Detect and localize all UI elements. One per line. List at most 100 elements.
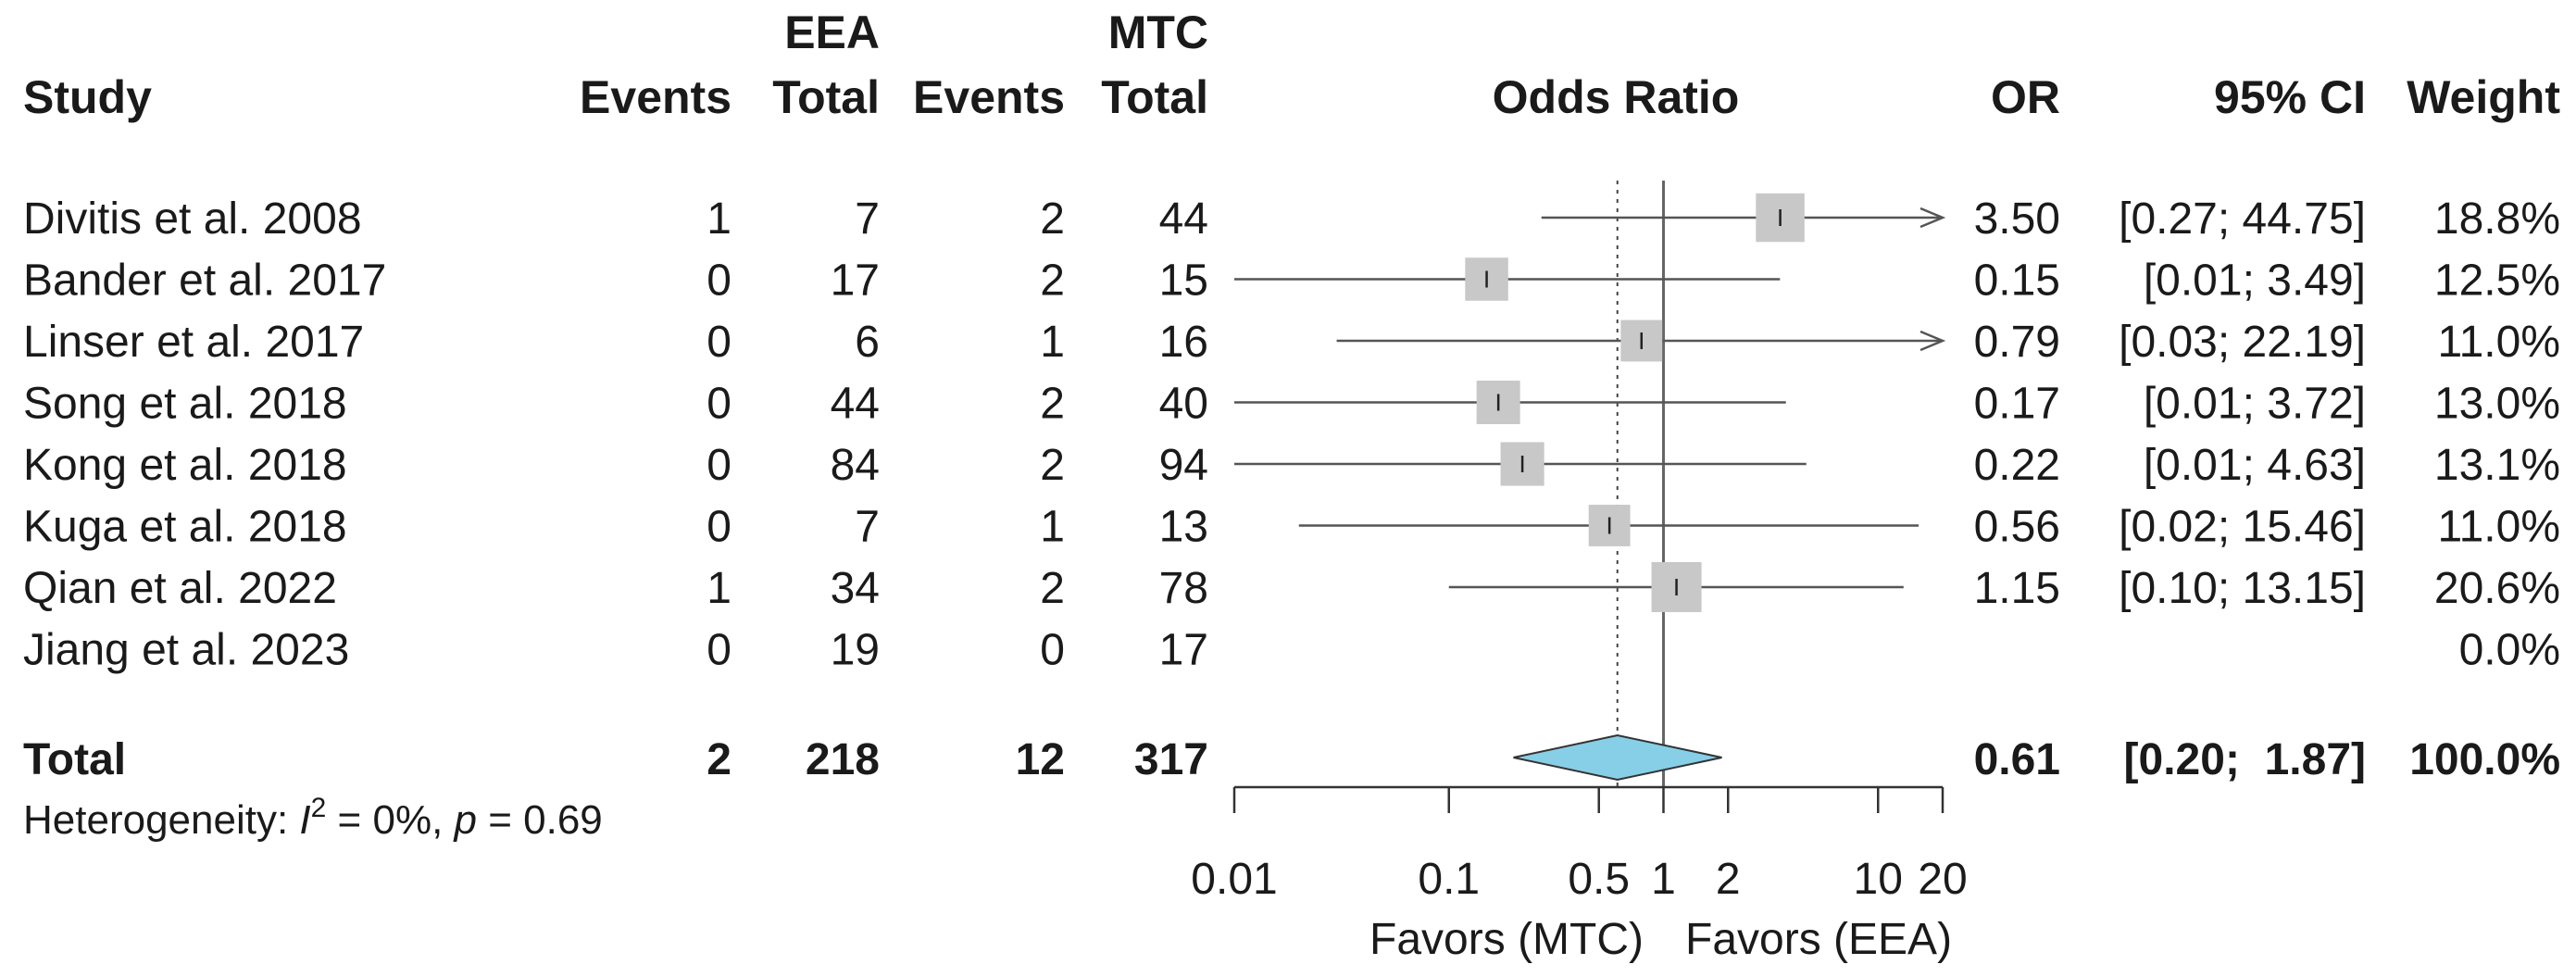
x-tick-label: 1 <box>1651 855 1676 904</box>
or-value: 3.50 <box>1974 194 2060 244</box>
mtc-events: 0 <box>1040 626 1065 675</box>
eea-total: 84 <box>831 441 880 490</box>
eea-events: 0 <box>707 441 732 490</box>
total-label: Total <box>23 735 126 784</box>
mtc-total: 16 <box>1159 318 1208 367</box>
study-name: Linser et al. 2017 <box>23 318 364 367</box>
eea-total: 6 <box>855 318 880 367</box>
x-tick-label: 0.01 <box>1191 855 1277 904</box>
x-tick-label: 2 <box>1716 855 1741 904</box>
heterogeneity-prefix: Heterogeneity: <box>23 797 299 843</box>
eea-events: 0 <box>707 257 732 306</box>
eea-total: 17 <box>831 257 880 306</box>
eea-events-header: Events <box>580 71 732 123</box>
table-row: Linser et al. 2017 0 6 1 16 0.79 [0.03; 22.19]… <box>23 318 2560 367</box>
favors-eea-label: Favors (EEA) <box>1685 915 1952 964</box>
study-name: Song et al. 2018 <box>23 380 347 429</box>
table-row: Jiang et al. 2023 0 19 0 17 0.0% <box>23 626 2560 675</box>
plot-area: 0.01 0.1 0.5 1 2 10 20 <box>1191 181 1968 904</box>
x-tick-label: 20 <box>1918 855 1967 904</box>
total-weight: 100.0% <box>2409 735 2560 784</box>
table-row: Song et al. 2018 0 44 2 40 0.17 [0.01; 3.72] 13… <box>23 380 2560 429</box>
total-eea-events: 2 <box>707 735 732 784</box>
mtc-total: 40 <box>1159 380 1208 429</box>
total-or: 0.61 <box>1974 735 2060 784</box>
study-name: Kuga et al. 2018 <box>23 503 347 552</box>
pooled-diamond <box>1513 733 1722 782</box>
eea-total-header: Total <box>772 71 880 123</box>
or-value: 1.15 <box>1974 564 2060 613</box>
eea-group-header: EEA <box>784 6 880 58</box>
mtc-total-header: Total <box>1101 71 1208 123</box>
weight-value: 13.1% <box>2434 441 2560 490</box>
eea-events: 0 <box>707 380 732 429</box>
mtc-total: 13 <box>1159 503 1208 552</box>
x-tick-label: 0.1 <box>1418 855 1480 904</box>
mtc-events: 2 <box>1040 564 1065 613</box>
mtc-total: 78 <box>1159 564 1208 613</box>
eea-total: 7 <box>855 503 880 552</box>
study-name: Qian et al. 2022 <box>23 564 337 613</box>
mtc-events-header: Events <box>913 71 1065 123</box>
table-row: Kuga et al. 2018 0 7 1 13 0.56 [0.02; 15.46] 11… <box>23 503 2560 552</box>
total-mtc-total: 317 <box>1134 735 1208 784</box>
mtc-events: 1 <box>1040 318 1065 367</box>
mtc-total: 44 <box>1159 194 1208 244</box>
table-row: Qian et al. 2022 1 34 2 78 1.15 [0.10; 13.15] 2… <box>23 564 2560 613</box>
ci-value: [0.01; 3.49] <box>2144 257 2366 306</box>
or-value: 0.15 <box>1974 257 2060 306</box>
weight-value: 11.0% <box>2437 318 2560 367</box>
x-tick-label: 0.5 <box>1568 855 1630 904</box>
heterogeneity-i-value: = 0%, <box>326 797 454 843</box>
mtc-events: 2 <box>1040 257 1065 306</box>
mtc-events: 2 <box>1040 380 1065 429</box>
or-value: 0.22 <box>1974 441 2060 490</box>
heterogeneity-text: Heterogeneity: I2 = 0%, p = 0.69 <box>23 793 603 843</box>
study-name: Jiang et al. 2023 <box>23 626 349 675</box>
ci-value: [0.02; 15.46] <box>2119 503 2366 552</box>
study-name: Divitis et al. 2008 <box>23 194 362 244</box>
table-row: Divitis et al. 2008 1 7 2 44 3.50 [0.27; 44.75… <box>23 194 2560 244</box>
total-eea-total: 218 <box>806 735 880 784</box>
total-ci: [0.20; 1.87] <box>2124 735 2366 784</box>
eea-events: 1 <box>707 564 732 613</box>
weight-value: 13.0% <box>2434 380 2560 429</box>
mtc-events: 1 <box>1040 503 1065 552</box>
eea-events: 0 <box>707 626 732 675</box>
eea-total: 19 <box>831 626 880 675</box>
mtc-group-header: MTC <box>1108 6 1208 58</box>
heterogeneity-p-value: = 0.69 <box>477 797 603 843</box>
or-value: 0.79 <box>1974 318 2060 367</box>
study-header: Study <box>23 71 152 123</box>
table-row: Kong et al. 2018 0 84 2 94 0.22 [0.01; 4.63] 13… <box>23 441 2560 490</box>
ci-value: [0.01; 3.72] <box>2144 380 2366 429</box>
study-name: Bander et al. 2017 <box>23 257 386 306</box>
mtc-events: 2 <box>1040 441 1065 490</box>
favors-mtc-label: Favors (MTC) <box>1369 915 1644 964</box>
eea-events: 1 <box>707 194 732 244</box>
heterogeneity-i-symbol: I <box>299 797 310 843</box>
eea-total: 7 <box>855 194 880 244</box>
study-name: Kong et al. 2018 <box>23 441 347 490</box>
eea-total: 34 <box>831 564 880 613</box>
mtc-events: 2 <box>1040 194 1065 244</box>
or-value: 0.17 <box>1974 380 2060 429</box>
or-value: 0.56 <box>1974 503 2060 552</box>
or-header: OR <box>1991 71 2060 123</box>
weight-value: 11.0% <box>2437 503 2560 552</box>
ci-value: [0.27; 44.75] <box>2119 194 2366 244</box>
ci-value: [0.01; 4.63] <box>2144 441 2366 490</box>
ci-value: [0.03; 22.19] <box>2119 318 2366 367</box>
weight-value: 18.8% <box>2434 194 2560 244</box>
x-tick-label: 10 <box>1854 855 1903 904</box>
weight-value: 20.6% <box>2434 564 2560 613</box>
weight-value: 0.0% <box>2459 626 2560 675</box>
ci-arrow-right <box>1919 330 1946 352</box>
mtc-total: 15 <box>1159 257 1208 306</box>
weight-header: Weight <box>2407 71 2560 123</box>
ci-value: [0.10; 13.15] <box>2119 564 2366 613</box>
eea-total: 44 <box>831 380 880 429</box>
ci-header: 95% CI <box>2214 71 2366 123</box>
total-mtc-events: 12 <box>1016 735 1065 784</box>
